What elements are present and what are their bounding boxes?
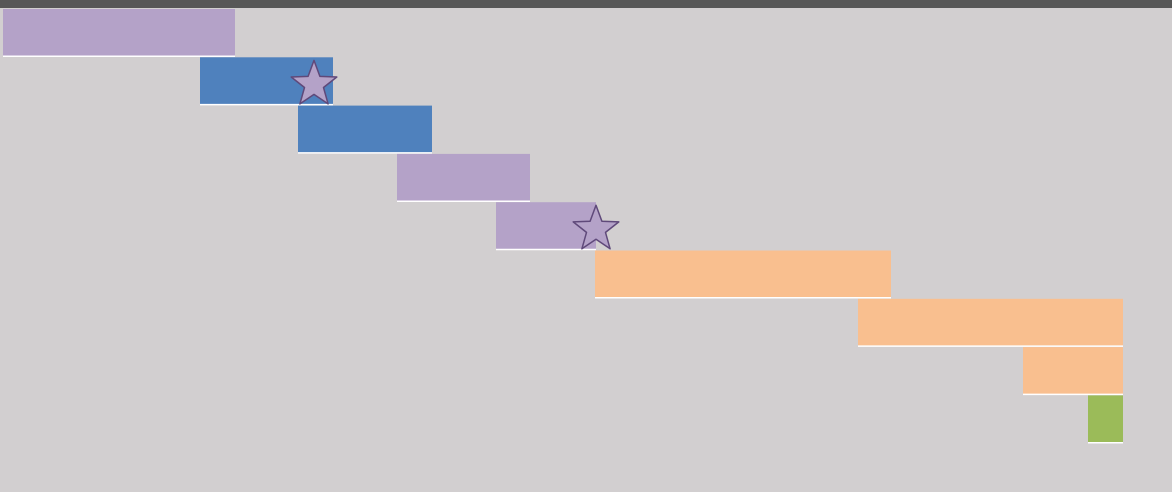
- top-bar: [0, 0, 1172, 8]
- task-bar: [298, 105, 432, 153]
- task-bar: [1088, 395, 1123, 443]
- task-bar: [3, 9, 235, 57]
- task-bar: [1023, 347, 1123, 395]
- task-bar: [397, 153, 530, 202]
- task-bar: [595, 250, 891, 298]
- milestone-star-icon: [290, 59, 338, 105]
- milestone-star-icon: [572, 204, 620, 250]
- task-bar: [858, 298, 1123, 347]
